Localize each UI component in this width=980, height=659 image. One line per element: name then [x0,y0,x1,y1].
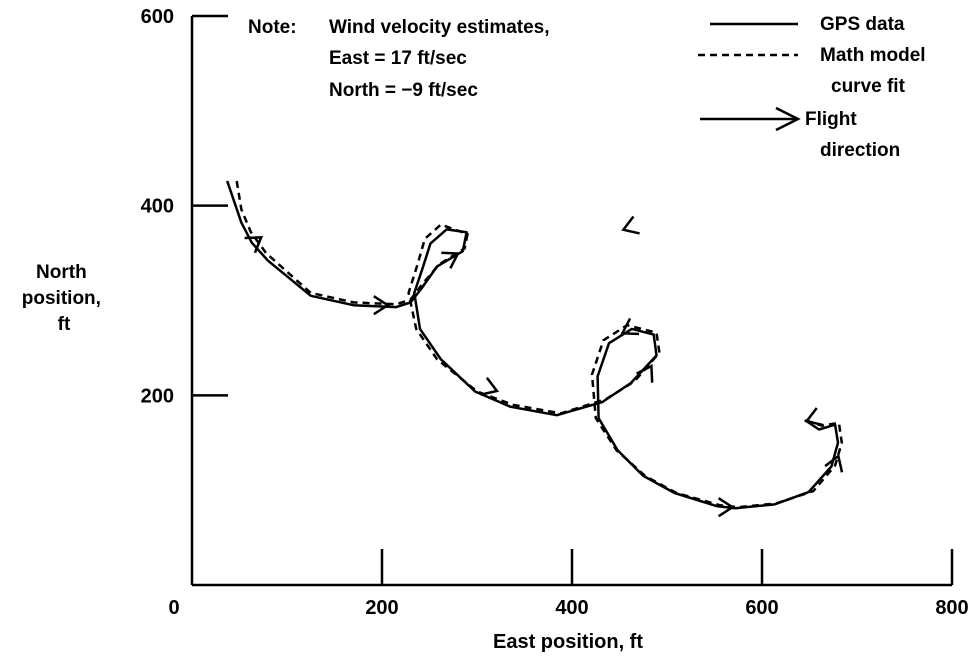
wind-note: Note: Wind velocity estimates, East = 17… [248,17,550,101]
x-tick-label: 200 [365,597,398,619]
direction-arrow-icon [441,251,460,269]
note-prefix: Note: [248,17,297,38]
legend-gps-label: GPS data [820,14,905,35]
x-axis-title: East position, ft [493,631,643,653]
direction-arrows [244,215,844,518]
series-layer [226,180,844,510]
y-tick-label: 200 [141,385,174,407]
direction-arrow-icon [717,497,735,518]
legend-model-label: Math model [820,45,926,66]
legend-arrow-label: Flight [805,109,857,130]
y-tick-label: 400 [141,196,174,218]
y-tick-label: 600 [141,6,174,28]
direction-arrow-icon [621,215,640,235]
direction-arrow-icon [804,407,824,427]
x-tick-label: 400 [555,597,588,619]
direction-arrow-icon [620,317,640,336]
direction-arrow-icon [824,453,844,473]
arrow-icon [775,106,801,132]
gps-data-series [226,180,840,510]
legend: GPS data Math model curve fit Flight dir… [698,14,926,161]
direction-arrow-icon [480,376,500,396]
direction-arrow-icon [636,364,654,383]
legend-model-label: curve fit [831,76,906,97]
y-axis-title-line: position, [22,288,101,309]
note-line: North = −9 ft/sec [329,80,478,101]
legend-arrow-label: direction [820,140,900,161]
axes: 0 200 400 600 800 200 400 600 [141,6,969,619]
note-line: East = 17 ft/sec [329,48,467,69]
x-tick-label: 800 [935,597,968,619]
y-axis-title-line: ft [58,314,71,335]
direction-arrow-icon [244,236,264,254]
note-line: Wind velocity estimates, [329,17,550,38]
x-tick-label: 600 [745,597,778,619]
y-axis-title: North position, ft [22,262,106,335]
x-tick-label: 0 [168,597,179,619]
direction-arrow-icon [373,295,391,316]
math-model-series [235,180,844,509]
y-axis-title-line: North [36,262,87,283]
